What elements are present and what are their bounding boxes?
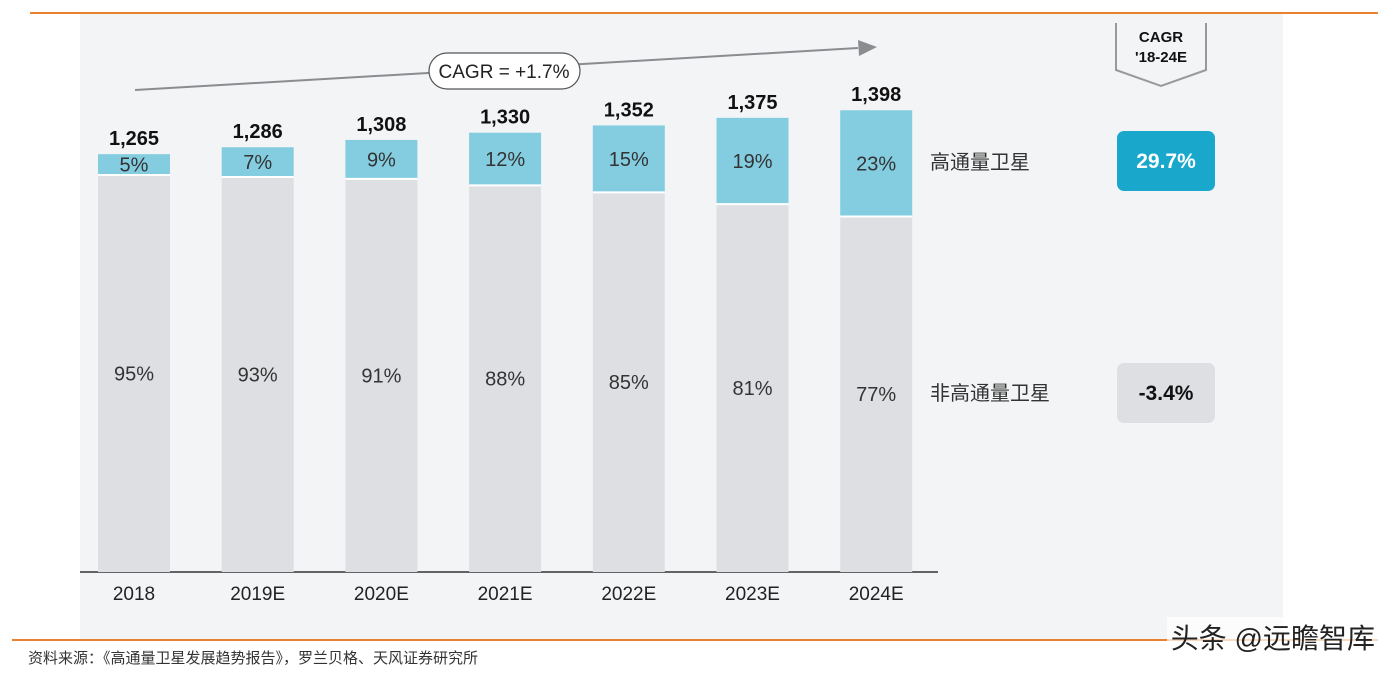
total-label: 1,308	[356, 114, 406, 136]
bar-segment-non-hts	[469, 185, 542, 573]
legend-non-hts: 非高通量卫星	[930, 382, 1050, 405]
cagr-header-line2: '18-24E	[1135, 49, 1187, 66]
data-label-non-hts: 93%	[238, 364, 278, 386]
data-label-non-hts: 88%	[485, 369, 525, 391]
data-label-hts: 15%	[609, 149, 649, 171]
data-label-hts: 9%	[367, 149, 396, 171]
legend-hts: 高通量卫星	[930, 151, 1030, 174]
x-tick-label: 2019E	[230, 584, 285, 605]
cagr-value-hts: 29.7%	[1136, 150, 1196, 173]
x-tick-label: 2021E	[478, 584, 533, 605]
bar-segment-non-hts	[221, 176, 294, 572]
x-tick-label: 2024E	[849, 584, 904, 605]
total-label: 1,265	[109, 128, 159, 150]
overall-cagr-label: CAGR = +1.7%	[439, 62, 570, 83]
bar-segment-hts	[592, 125, 665, 193]
total-label: 1,286	[233, 121, 283, 143]
cagr-header-line1: CAGR	[1139, 29, 1183, 46]
x-tick-label: 2018	[113, 584, 155, 605]
bar-segment-hts	[345, 139, 418, 179]
bar-segment-hts	[469, 132, 542, 186]
bar-segment-hts	[840, 110, 913, 217]
bar-segment-non-hts	[345, 178, 418, 572]
bar-segment-hts	[221, 147, 294, 177]
data-label-non-hts: 77%	[856, 384, 896, 406]
data-label-hts: 23%	[856, 153, 896, 175]
bar-segment-hts	[98, 154, 170, 176]
data-label-hts: 5%	[120, 155, 149, 177]
total-label: 1,330	[480, 107, 530, 129]
bar-segment-non-hts	[592, 192, 665, 572]
bar-segment-non-hts	[98, 175, 170, 572]
total-label: 1,398	[851, 84, 901, 106]
cagr-pill	[428, 52, 581, 90]
data-label-hts: 19%	[732, 151, 772, 173]
x-tick-label: 2020E	[354, 584, 409, 605]
source-note: 资料来源：《高通量卫星发展趋势报告》，罗兰贝格、天风证券研究所	[28, 650, 479, 667]
arrow-head-icon	[858, 40, 877, 56]
total-label: 1,352	[604, 99, 654, 121]
cagr-badge-hts	[1117, 131, 1215, 191]
x-tick-label: 2022E	[601, 584, 656, 605]
bar-segment-hts	[716, 117, 789, 205]
data-label-non-hts: 95%	[114, 364, 154, 386]
watermark: 头条 @远瞻智库	[1166, 617, 1379, 657]
cagr-badge-non-hts	[1117, 363, 1215, 423]
data-label-non-hts: 81%	[732, 378, 772, 400]
total-label: 1,375	[727, 92, 777, 114]
bar-segment-non-hts	[716, 204, 789, 573]
data-label-hts: 12%	[485, 149, 525, 171]
x-tick-label: 2023E	[725, 584, 780, 605]
data-label-hts: 7%	[243, 152, 272, 174]
data-label-non-hts: 85%	[609, 372, 649, 394]
cagr-value-non-hts: -3.4%	[1139, 382, 1194, 405]
data-label-non-hts: 91%	[361, 365, 401, 387]
bar-segment-non-hts	[840, 216, 913, 573]
